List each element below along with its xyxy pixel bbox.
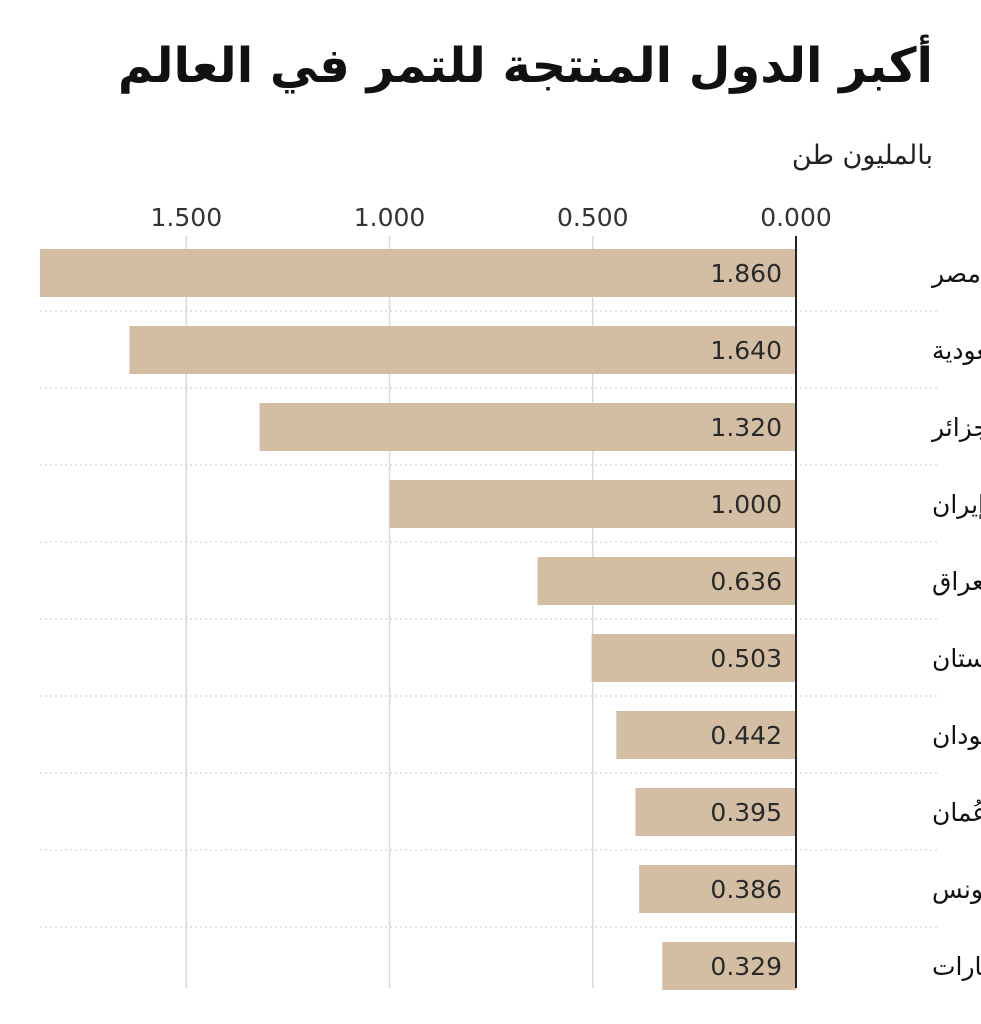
category-label: باكستان (932, 644, 981, 673)
bar (537, 557, 796, 605)
value-label: 0.395 (710, 798, 782, 827)
value-label: 0.503 (710, 644, 782, 673)
bars (40, 249, 796, 990)
category-label: تونس (932, 875, 981, 904)
value-label: 0.442 (710, 721, 782, 750)
category-label: عُمان (932, 798, 981, 827)
value-labels: 1.860 1.640 1.320 1.000 0.636 0.503 0.442 0.395… (710, 259, 782, 981)
category-label: مصر (930, 259, 981, 288)
chart-title: أكبر الدول المنتجة للتمر في العالم (117, 38, 933, 94)
category-label: الجزائر (930, 413, 981, 442)
category-label: العراق (932, 567, 981, 596)
category-labels: مصر السعودية الجزائر إيران العراق باكستان السو… (930, 259, 981, 981)
bar (129, 326, 796, 374)
category-label: السعودية (932, 336, 981, 365)
tick-label: 1.000 (354, 203, 426, 232)
tick-labels: 0.000 0.500 1.000 1.500 (151, 203, 832, 232)
value-label: 1.000 (710, 490, 782, 519)
value-label: 0.386 (710, 875, 782, 904)
tick-label: 0.500 (557, 203, 629, 232)
bar (259, 403, 796, 451)
bar (40, 249, 796, 297)
category-label: إيران (932, 490, 981, 520)
value-label: 1.320 (710, 413, 782, 442)
bar (591, 634, 796, 682)
value-label: 0.329 (710, 952, 782, 981)
category-label: الإمارات (932, 952, 981, 981)
bar (635, 788, 796, 836)
row-separators (40, 310, 940, 928)
value-label: 1.640 (710, 336, 782, 365)
value-label: 0.636 (710, 567, 782, 596)
category-label: السودان (932, 721, 981, 750)
bar (389, 480, 796, 528)
tick-label: 1.500 (151, 203, 223, 232)
tick-label: 0.000 (760, 203, 832, 232)
bar (616, 711, 796, 759)
bar (662, 942, 796, 990)
value-label: 1.860 (710, 259, 782, 288)
bar (639, 865, 796, 913)
chart-unit-label: بالمليون طن (791, 140, 933, 171)
